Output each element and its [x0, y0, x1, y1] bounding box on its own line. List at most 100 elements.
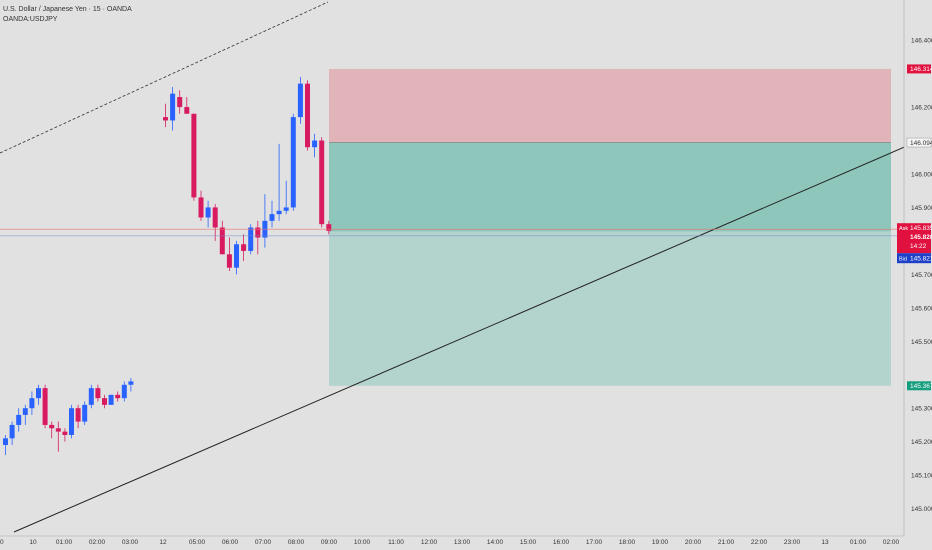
candle-body — [198, 197, 204, 218]
candle-body — [283, 207, 289, 211]
candle-body — [248, 227, 254, 251]
target-price-label-bg — [907, 381, 931, 391]
time-tick-label: 01:00 — [56, 539, 73, 546]
bid-box — [897, 253, 931, 264]
time-tick-label: 08:00 — [288, 539, 305, 546]
price-lines — [0, 228, 904, 237]
candle-body — [305, 83, 310, 148]
price-tick-label: 145.200 — [911, 439, 932, 446]
candle-body — [269, 214, 275, 221]
candle-body — [3, 438, 8, 446]
candle-body — [326, 224, 332, 231]
stop-price-label: 146.314 — [910, 66, 932, 73]
candle-body — [102, 398, 107, 405]
time-tick-label: 13:00 — [454, 539, 471, 546]
candle-body — [255, 227, 261, 238]
time-tick-label: 10:00 — [354, 539, 371, 546]
chart-title: U.S. Dollar / Japanese Yen · 15 · OANDA — [3, 6, 132, 13]
ask-price-label: 145.835 — [910, 225, 932, 232]
time-tick-label: 14:00 — [487, 539, 504, 546]
time-tick-label: 22:00 — [751, 539, 768, 546]
candle-body — [49, 424, 55, 429]
candle-body — [75, 408, 81, 422]
time-tick-label: 05:00 — [189, 539, 206, 546]
time-tick-label: 06:00 — [222, 539, 239, 546]
dashed-channel-line — [0, 1, 329, 154]
candle-body — [16, 414, 22, 425]
time-tick-label: 15:00 — [520, 539, 537, 546]
time-tick-label: 17:00 — [586, 539, 603, 546]
price-tick-label: 145.600 — [911, 305, 932, 312]
candle-body — [184, 107, 190, 114]
chart-symbol: OANDA:USDJPY — [3, 16, 58, 23]
time-tick-label: 11:00 — [388, 539, 404, 546]
candle-body — [121, 384, 127, 399]
price-tick-label: 145.000 — [911, 506, 932, 513]
time-tick-label: 18:00 — [619, 539, 636, 546]
candle-body — [205, 207, 211, 218]
price-axis[interactable]: 146.400 146.200 146.000 145.900 145.700 145.6… — [897, 0, 932, 550]
price-tick-label: 145.700 — [911, 272, 932, 279]
candle-body — [276, 210, 282, 215]
candle-body — [42, 388, 48, 425]
candles-group — [3, 76, 332, 456]
candle-body — [319, 140, 325, 225]
bid-tag: Bid — [899, 257, 907, 263]
candle-body — [170, 93, 176, 121]
time-tick-label: 19:00 — [652, 539, 669, 546]
countdown-label: 14:22 — [910, 243, 927, 250]
candle-body — [177, 97, 183, 108]
price-tick-label: 145.900 — [911, 205, 932, 212]
ask-tag: Ask — [899, 226, 908, 232]
candle-body — [163, 117, 168, 121]
candle-body — [22, 408, 28, 415]
time-tick-label: 02:00 — [89, 539, 106, 546]
candle-body — [290, 117, 296, 208]
trendlines — [0, 1, 905, 533]
time-tick-label: 12 — [159, 539, 167, 546]
candle-body — [9, 424, 15, 439]
candle-body — [88, 388, 94, 405]
candle-body — [241, 244, 247, 251]
time-tick-label: 16:00 — [553, 539, 570, 546]
candle-body — [36, 388, 41, 399]
candle-body — [108, 394, 114, 405]
time-tick-label: 13 — [821, 539, 829, 546]
time-tick-label: 20:00 — [685, 539, 702, 546]
candle-body — [55, 428, 61, 432]
stop-price-label-bg — [907, 64, 931, 74]
price-tick-label: 146.000 — [911, 171, 932, 178]
time-tick-label: 00 — [0, 539, 4, 546]
price-axis-bg — [904, 0, 932, 550]
position-zones — [329, 68, 891, 386]
time-tick-label: 01:00 — [850, 539, 867, 546]
candle-body — [128, 381, 134, 385]
time-axis[interactable]: 00 10 01:00 02:00 03:00 12 05:00 06:00 07:00 08:0… — [0, 535, 904, 546]
chart-legend: U.S. Dollar / Japanese Yen · 15 · OANDA … — [3, 5, 132, 25]
candle-body — [62, 431, 68, 435]
candle-body — [29, 398, 35, 409]
candle-body — [212, 207, 218, 228]
time-tick-label: 12:00 — [421, 539, 438, 546]
last-price-label: 145.828 — [910, 234, 932, 241]
candle-body — [219, 227, 225, 255]
ask-box — [897, 223, 931, 254]
candle-body — [115, 394, 121, 399]
price-tick-label: 145.500 — [911, 339, 932, 346]
target-price-label: 145.367 — [910, 383, 932, 390]
time-tick-label: 09:00 — [321, 539, 338, 546]
time-tick-label: 10 — [29, 539, 37, 546]
time-tick-label: 07:00 — [255, 539, 272, 546]
price-tick-label: 145.100 — [911, 473, 932, 480]
bid-price-label: 145.821 — [910, 256, 932, 263]
profit-zone-filled — [329, 142, 891, 232]
candle-body — [95, 388, 101, 399]
entry-price-label: 146.094 — [910, 140, 932, 147]
take-profit-zone — [329, 231, 891, 386]
candle-body — [226, 254, 232, 268]
candle-body — [234, 244, 239, 268]
candle-body — [312, 140, 318, 148]
price-tick-label: 146.400 — [911, 38, 932, 45]
